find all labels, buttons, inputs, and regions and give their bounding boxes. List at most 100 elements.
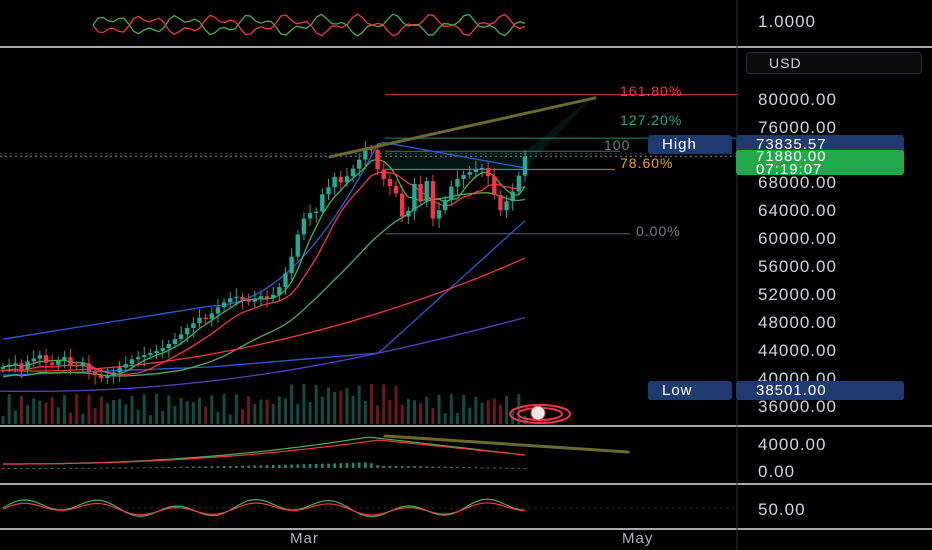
macd-histogram-bar xyxy=(93,467,97,469)
candle-body xyxy=(86,363,92,372)
candle-body xyxy=(80,363,86,367)
macd-histogram-bar xyxy=(241,465,244,468)
price-axis-label: 76000.00 xyxy=(758,118,837,137)
macd-histogram-bar xyxy=(271,465,275,468)
candle-body xyxy=(142,355,147,358)
macd-histogram-bar xyxy=(413,466,416,468)
ma-slow xyxy=(2,192,526,378)
candle-body xyxy=(13,363,18,365)
candle-body xyxy=(49,362,55,365)
price-axis-label: 80000.00 xyxy=(758,90,837,109)
volume-bar xyxy=(302,384,306,424)
candle-body xyxy=(393,185,399,194)
macd-histogram-bar xyxy=(419,466,422,468)
event-marker-ring xyxy=(509,404,571,424)
macd-histogram-bar xyxy=(81,467,85,469)
macd-histogram-bar xyxy=(523,468,527,469)
volume-bar xyxy=(474,396,478,424)
macd-histogram-bar xyxy=(185,466,189,468)
volume-bar xyxy=(468,407,472,424)
candle-body xyxy=(154,350,159,354)
candle-body xyxy=(473,169,479,173)
fib-label-161: 161.80% xyxy=(620,83,683,99)
currency-selector[interactable]: USD xyxy=(746,52,922,74)
volume-bar xyxy=(87,394,91,424)
candle-body xyxy=(363,149,368,160)
price-axis-label: 36000.00 xyxy=(758,397,837,416)
volume-bar xyxy=(498,404,502,424)
macd-histogram-bar xyxy=(136,467,140,469)
volume-bar xyxy=(339,391,343,424)
event-marker-flag-icon xyxy=(530,405,546,421)
macd-histogram-bar xyxy=(407,466,410,468)
macd-histogram-bar xyxy=(253,465,257,468)
volume-bar xyxy=(148,415,152,424)
volume-bar xyxy=(376,405,380,424)
candle-body xyxy=(62,357,67,361)
candle-body xyxy=(221,302,227,308)
rsi-line xyxy=(2,498,526,518)
candle-body xyxy=(172,339,178,344)
candle-body xyxy=(215,307,221,314)
volume-bar xyxy=(449,394,453,424)
volume-bar xyxy=(198,397,202,424)
macd-histogram-bar xyxy=(56,467,60,469)
candle-body xyxy=(123,364,129,368)
volume-bar xyxy=(486,400,490,424)
candle-body xyxy=(68,357,73,366)
macd-histogram-bar xyxy=(499,467,502,469)
macd-histogram-bar xyxy=(308,464,312,468)
candle-body xyxy=(228,298,233,303)
volume-bar xyxy=(277,396,281,424)
candle-body xyxy=(516,175,522,192)
price-axis-label: 48000.00 xyxy=(758,313,837,332)
top-indicator-line-green xyxy=(92,13,526,37)
volume-bar xyxy=(69,412,73,424)
candle-body xyxy=(111,372,116,376)
macd-histogram-bar xyxy=(456,466,459,468)
price-axis-label: 44000.00 xyxy=(758,341,837,360)
volume-bar xyxy=(388,399,392,424)
ma-long-purple xyxy=(0,317,526,393)
candle-body xyxy=(197,317,202,324)
volume-bar xyxy=(118,398,122,424)
volume-bar xyxy=(179,397,183,424)
volume-bar xyxy=(363,400,367,424)
fib-label-100: 100 xyxy=(604,137,631,153)
macd-histogram-bar xyxy=(161,467,164,469)
macd-axis-label: 4000.00 xyxy=(758,435,827,454)
candle-body xyxy=(387,179,393,186)
volume-bar xyxy=(1,416,5,424)
candle-body xyxy=(307,212,313,219)
last-price-value: 71880.00 xyxy=(756,148,827,165)
volume-bar xyxy=(290,384,294,424)
candle-body xyxy=(289,256,294,274)
macd-histogram-bar xyxy=(327,463,330,468)
volume-bar xyxy=(173,405,177,424)
last-price-tag: 71880.00 07:19:07 xyxy=(736,148,904,177)
candle-body xyxy=(381,169,386,180)
candle-body xyxy=(92,371,98,376)
macd-histogram-bar xyxy=(142,467,146,469)
candle-body xyxy=(406,210,411,217)
macd-histogram-bar xyxy=(480,467,484,469)
candle-body xyxy=(399,193,405,217)
candle-body xyxy=(105,375,110,378)
macd-histogram-bar xyxy=(505,467,508,469)
candle-body xyxy=(375,149,380,170)
volume-bar xyxy=(13,410,17,424)
volume-bar xyxy=(191,401,195,424)
macd-histogram-bar xyxy=(112,467,115,469)
volume-bar xyxy=(443,413,447,424)
candle-body xyxy=(166,344,172,349)
volume-bar xyxy=(357,385,361,424)
high-marker-value: 73835.57 xyxy=(736,135,904,154)
volume-bar xyxy=(142,394,146,424)
volume-bar xyxy=(462,394,466,424)
candle-body xyxy=(295,234,300,257)
candle-body xyxy=(277,287,282,295)
fib-label-127: 127.20% xyxy=(620,112,683,128)
volume-bar xyxy=(32,398,36,424)
